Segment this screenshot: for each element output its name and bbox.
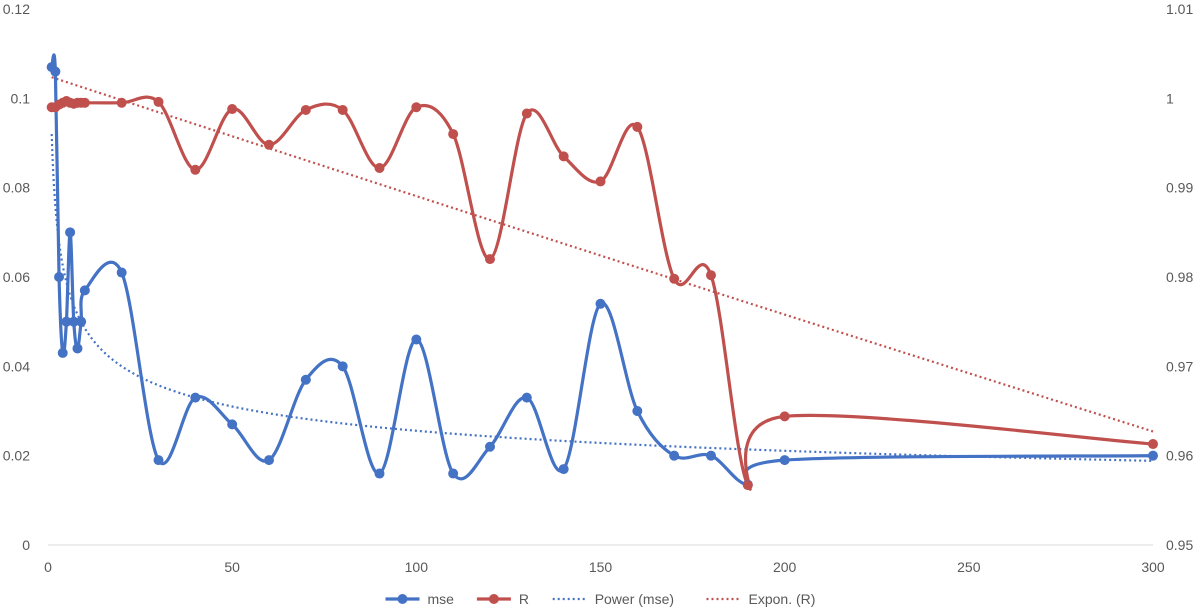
data-point-mse (227, 419, 238, 430)
y-tick-label: 0.02 (3, 448, 30, 464)
data-point-mse (779, 455, 790, 466)
x-tick-label: 200 (773, 559, 797, 575)
legend-item-expon-r: Expon. (R) (706, 591, 816, 607)
data-point-r (411, 102, 422, 113)
x-tick-label: 250 (957, 559, 981, 575)
x-tick-label: 50 (224, 559, 240, 575)
y2-tick-label: 0.99 (1166, 180, 1193, 196)
data-point-mse (50, 66, 61, 77)
axis-tick-labels: 0 50 100 150 200 250 300 0 0.02 0.04 0.06 0.08 0.1 0.… (3, 1, 1194, 575)
data-point-mse (669, 450, 680, 461)
data-point-r (558, 151, 569, 162)
legend: mse R Power (mse) Expon. (R) (385, 591, 816, 607)
data-point-mse (54, 272, 65, 282)
x-tick-label: 300 (1141, 559, 1165, 575)
data-point-r (521, 108, 532, 119)
data-point-r (669, 273, 680, 284)
legend-item-power-mse: Power (mse) (552, 591, 674, 607)
x-tick-label: 150 (589, 559, 613, 575)
data-point-mse (595, 298, 606, 309)
data-point-r (337, 104, 348, 115)
x-tick-label: 0 (44, 559, 52, 575)
data-point-r (79, 97, 90, 108)
data-point-mse (190, 392, 201, 403)
y2-tick-label: 0.96 (1166, 448, 1193, 464)
y-tick-label: 0.1 (11, 90, 31, 106)
legend-item-r: R (476, 591, 529, 607)
legend-label: Expon. (R) (749, 591, 816, 607)
y-tick-label: 0.06 (3, 269, 30, 285)
data-point-mse (68, 316, 79, 327)
y2-tick-label: 0.95 (1166, 537, 1193, 553)
series-line-mse (50, 53, 1155, 487)
data-point-mse (116, 267, 127, 278)
legend-marker (397, 594, 408, 604)
data-point-mse (61, 316, 72, 327)
data-point-mse (264, 455, 274, 466)
y-tick-label: 0 (22, 537, 30, 553)
y-tick-label: 0.12 (3, 1, 30, 17)
data-point-r (190, 164, 201, 175)
data-point-mse (374, 468, 385, 479)
data-point-mse (76, 316, 87, 327)
data-point-mse (153, 455, 164, 466)
legend-label: R (519, 591, 529, 607)
data-point-mse (1148, 450, 1158, 461)
y2-tick-label: 1.01 (1166, 1, 1193, 17)
y-tick-label: 0.08 (3, 180, 30, 196)
y-tick-label: 0.04 (3, 358, 30, 374)
trendline-expon-r (51, 76, 1154, 433)
data-point-r (485, 254, 495, 265)
data-point-r (264, 139, 274, 150)
series-line-r (50, 95, 1155, 491)
data-point-r (153, 96, 164, 107)
data-point-r (742, 480, 753, 491)
data-point-r (116, 97, 127, 108)
data-point-mse (65, 227, 76, 238)
x-tick-label: 100 (405, 559, 429, 575)
data-point-mse (521, 392, 532, 403)
data-point-mse (411, 334, 422, 345)
data-point-mse (57, 347, 68, 358)
legend-label: mse (428, 591, 455, 607)
data-point-r (1148, 439, 1158, 450)
data-point-r (227, 104, 238, 115)
data-point-r (779, 411, 790, 422)
marker-layer (46, 62, 1158, 491)
y2-tick-label: 0.97 (1166, 358, 1193, 374)
data-point-mse (558, 464, 569, 475)
y2-tick-label: 0.98 (1166, 269, 1193, 285)
data-point-r (374, 163, 385, 174)
legend-item-mse: mse (385, 591, 455, 607)
data-point-r (595, 176, 606, 187)
data-point-r (632, 121, 643, 132)
data-point-mse (448, 468, 459, 479)
data-point-mse (706, 450, 716, 461)
data-point-r (448, 129, 459, 140)
data-point-mse (485, 441, 495, 452)
data-point-r (300, 104, 311, 115)
data-point-mse (79, 285, 90, 296)
data-point-r (706, 270, 716, 281)
data-point-mse (300, 374, 311, 385)
legend-marker (488, 594, 499, 604)
data-point-mse (632, 406, 643, 416)
data-point-mse (337, 361, 348, 372)
legend-label: Power (mse) (595, 591, 674, 607)
y2-tick-label: 1 (1166, 90, 1174, 106)
data-point-mse (72, 343, 83, 354)
